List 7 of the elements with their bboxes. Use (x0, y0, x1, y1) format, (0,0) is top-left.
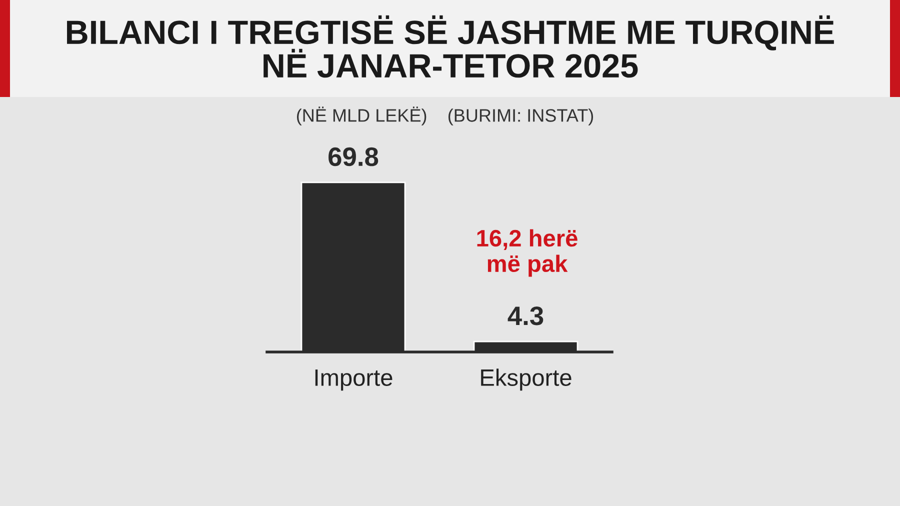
x-tick-label: Eksporte (481, 368, 572, 391)
x-tick-label: Importe (315, 370, 392, 391)
chart-subtitle: (NË MLD LEKË) (BURIMI: INSTAT) (296, 106, 594, 126)
chart-title: BILANCI I TREGTISË SË JASHTME ME TURQINË NË JANAR-TETOR 2025 (67, 15, 834, 78)
annotation: 16,2 herë më pak (477, 229, 578, 277)
data-label: 69.8 (328, 147, 378, 166)
data-label: 4.3 (508, 306, 544, 326)
